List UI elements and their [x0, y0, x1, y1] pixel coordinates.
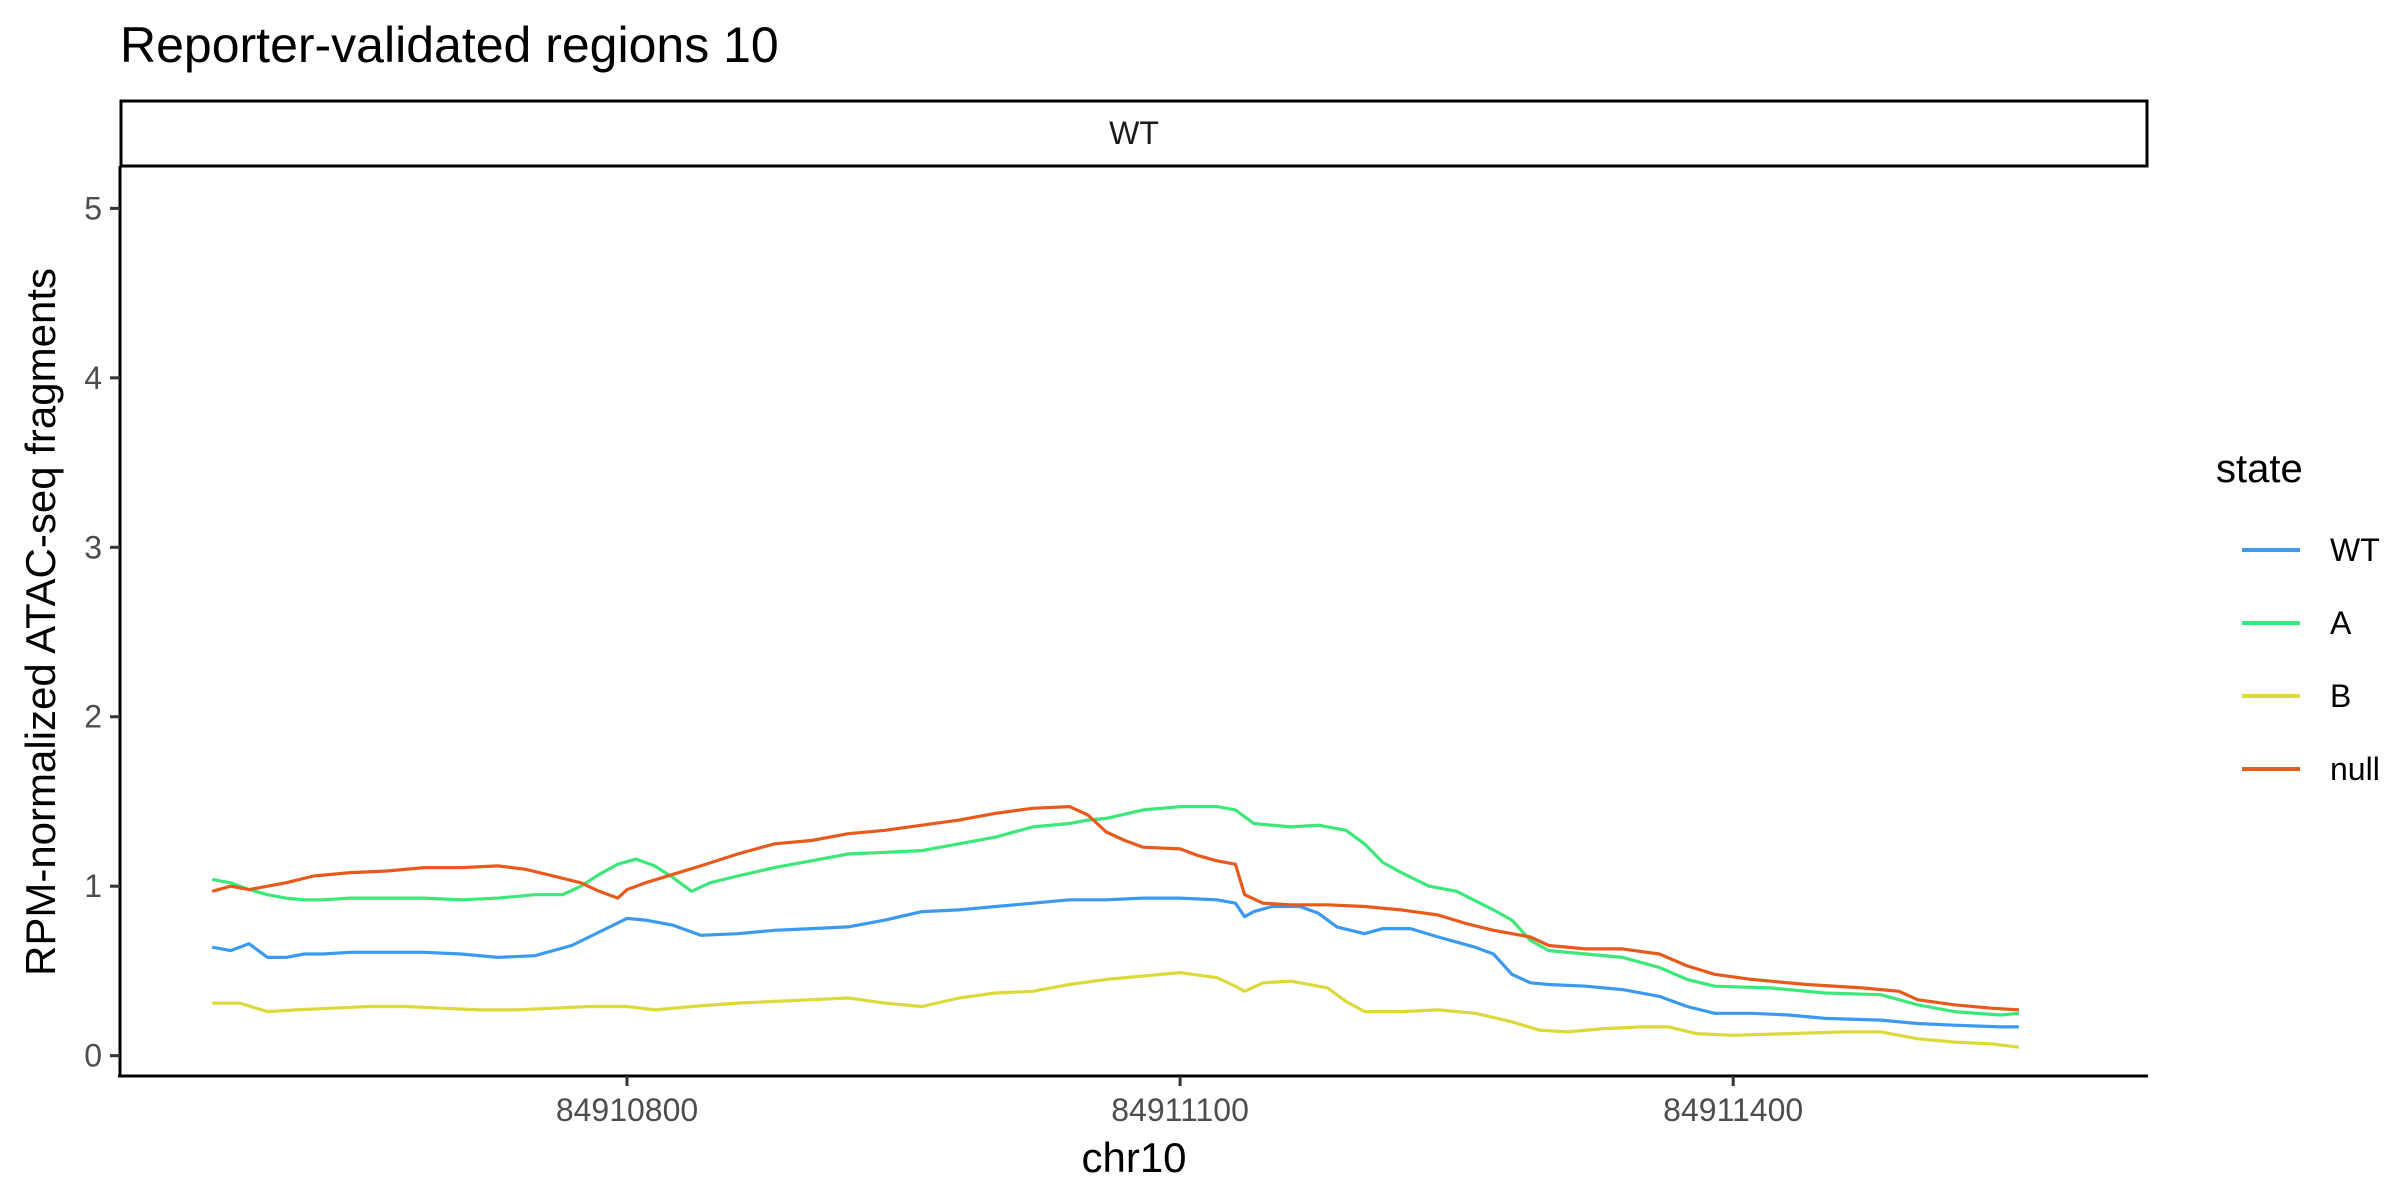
y-tick-label: 2	[84, 699, 102, 735]
chart-title: Reporter-validated regions 10	[120, 17, 779, 73]
series-lines	[211, 805, 2020, 1049]
legend-label-b: B	[2330, 678, 2351, 714]
facet-strip-label: WT	[1109, 115, 1159, 151]
y-tick-label: 0	[84, 1038, 102, 1074]
legend-label-a: A	[2330, 605, 2352, 641]
series-line-a	[211, 805, 2020, 1017]
legend-label-wt: WT	[2330, 532, 2380, 568]
x-tick-label: 84910800	[556, 1092, 698, 1128]
y-axis-title: RPM-normalized ATAC-seq fragments	[17, 268, 64, 976]
y-tick-label: 1	[84, 868, 102, 904]
y-tick-label: 4	[84, 360, 102, 396]
legend-title: state	[2216, 447, 2303, 491]
plot-area: 0 1 2 3 4 5 84910800 84911100 84911400	[84, 166, 2148, 1128]
legend-label-null: null	[2330, 751, 2380, 787]
series-line-b	[212, 971, 2020, 1049]
x-axis-title: chr10	[1081, 1134, 1186, 1181]
series-line-null	[211, 805, 2019, 1012]
y-tick-label: 3	[84, 529, 102, 565]
x-tick-label: 84911400	[1663, 1092, 1803, 1128]
facet-strip	[119, 99, 2149, 168]
y-axis-ticks: 0 1 2 3 4 5	[84, 190, 120, 1074]
x-tick-label: 84911100	[1111, 1092, 1249, 1128]
y-tick-label: 5	[84, 190, 102, 226]
series-line-wt	[211, 896, 2019, 1029]
x-axis-ticks: 84910800 84911100 84911400	[556, 1076, 1803, 1128]
